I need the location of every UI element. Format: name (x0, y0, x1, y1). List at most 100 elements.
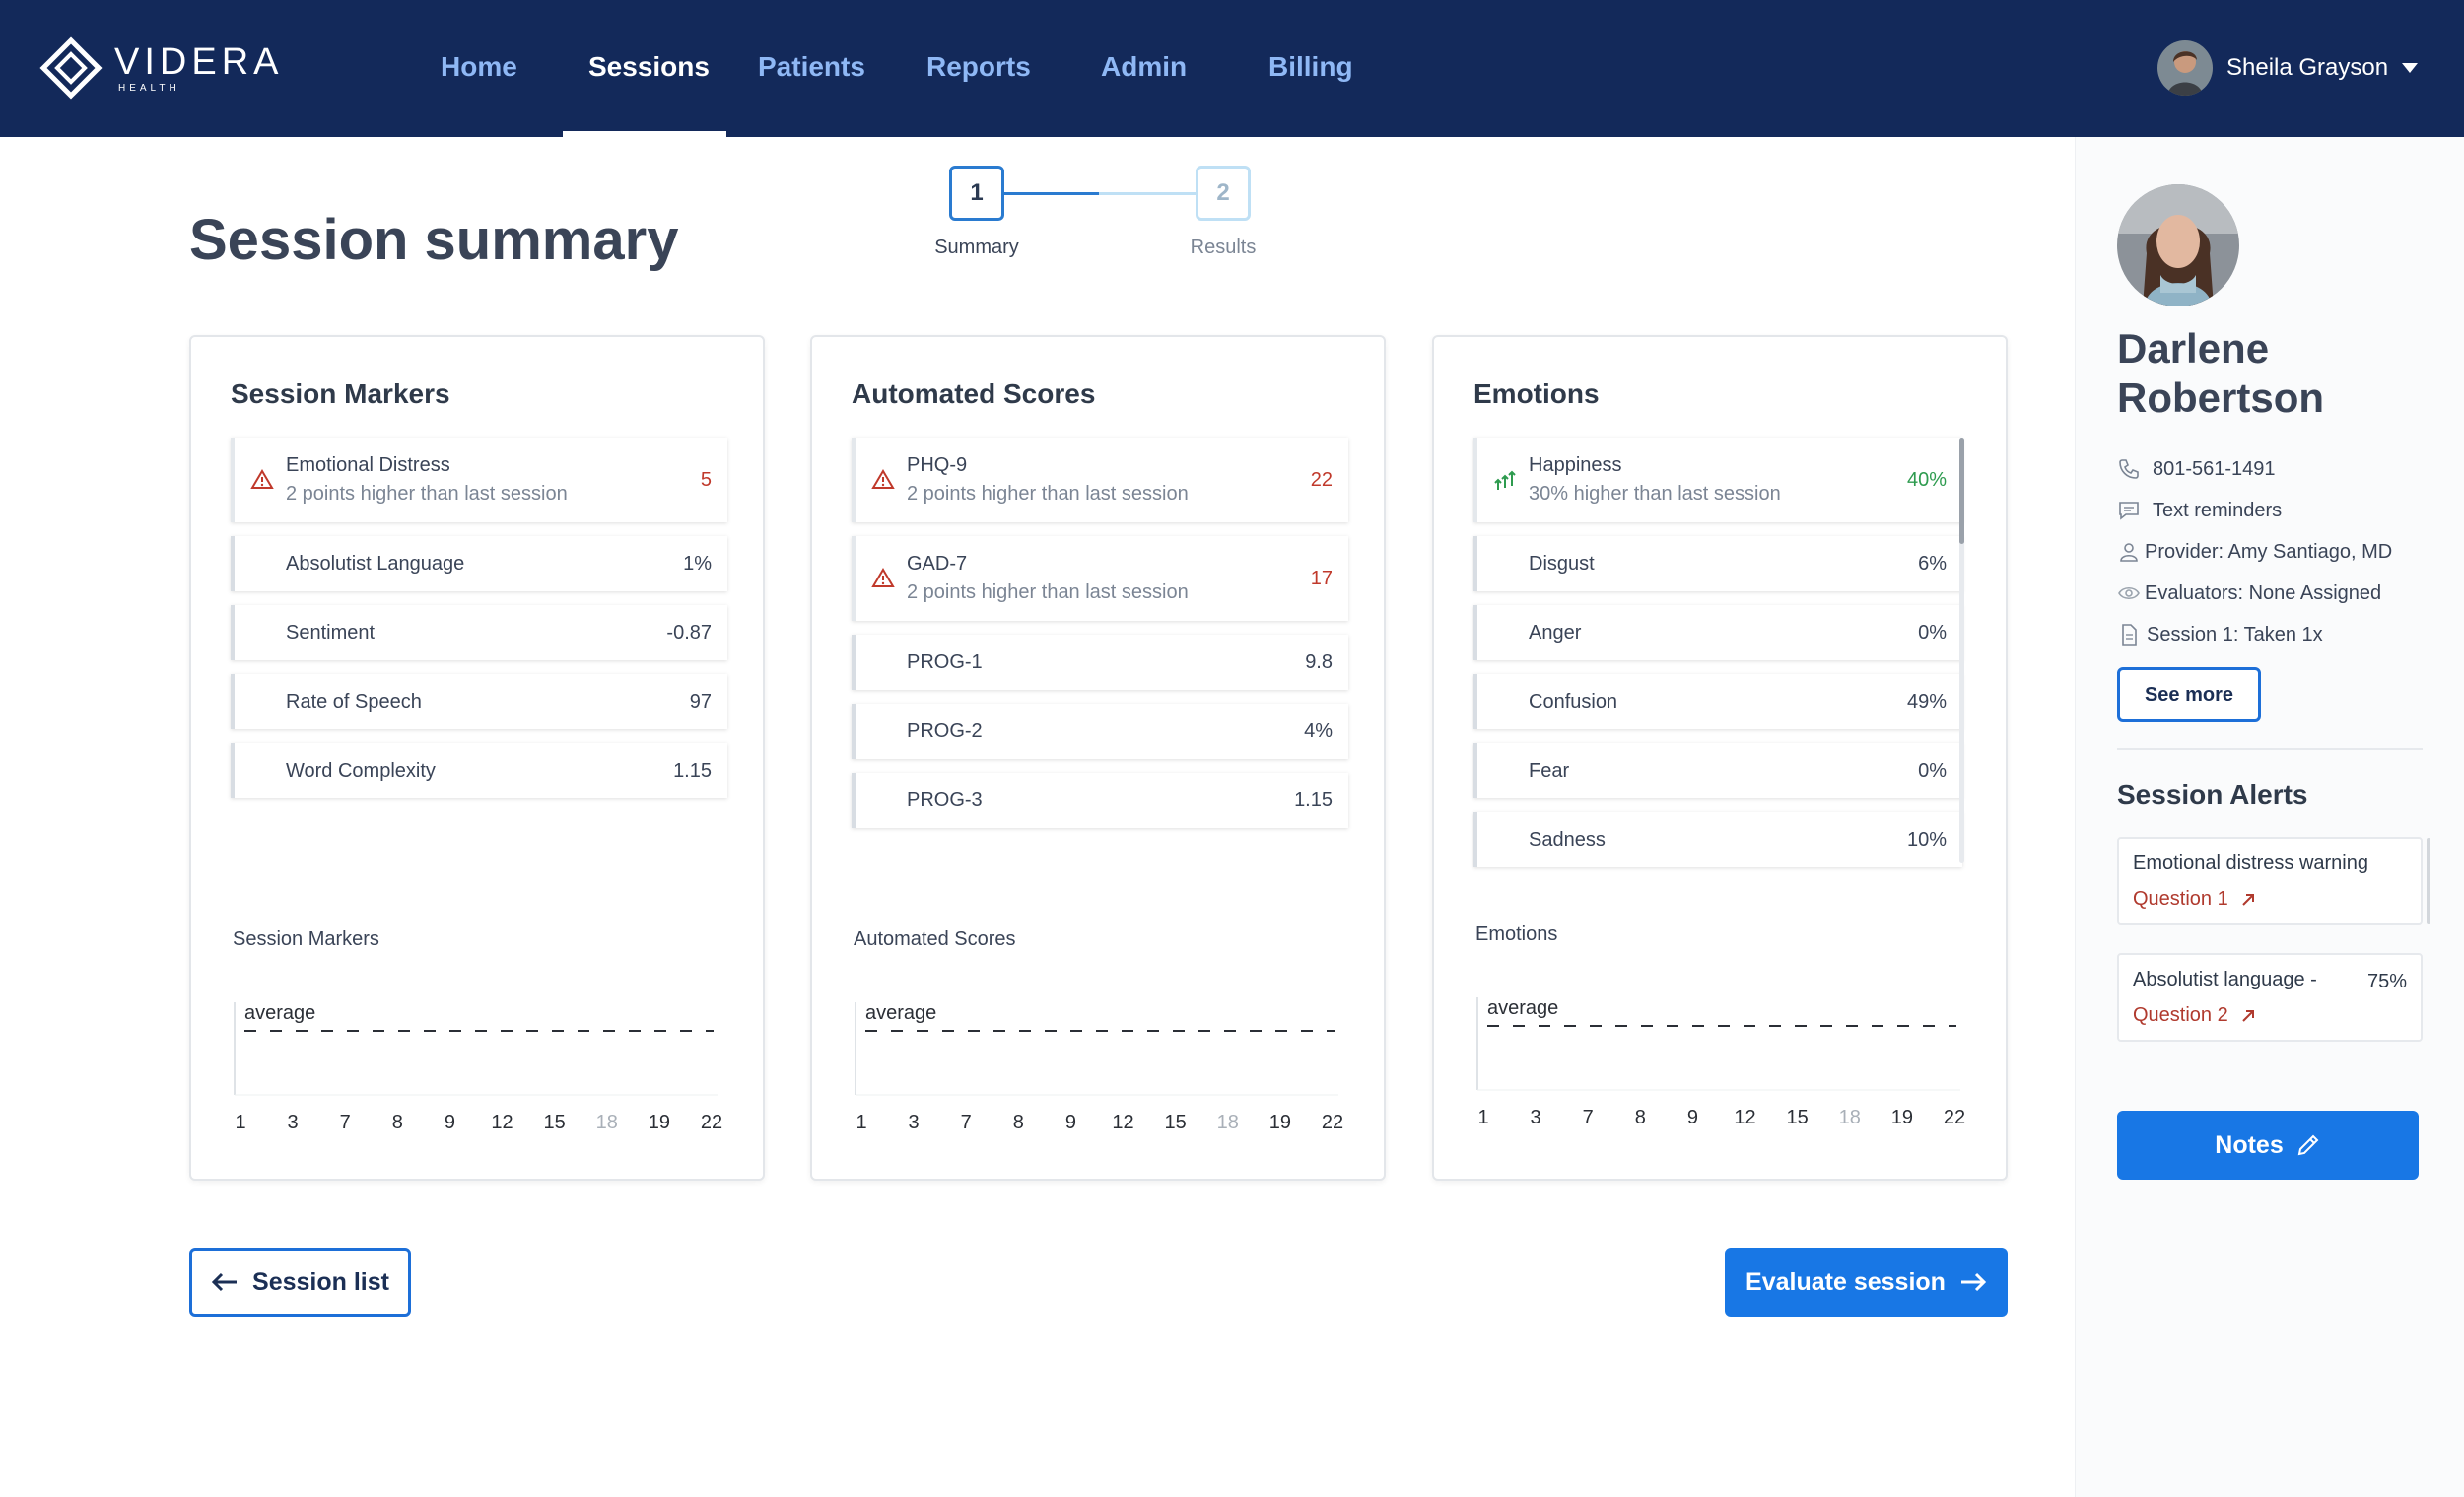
row-label: PROG-1 (907, 650, 983, 673)
emotion-row-happiness[interactable]: Happiness 30% higher than last session 4… (1473, 438, 1962, 522)
x-tick-label: 9 (1065, 1112, 1076, 1133)
row-value: 9.8 (1305, 650, 1333, 673)
automated-scores-card: Automated Scores PHQ-9 2 points higher t… (810, 335, 1386, 1181)
row-value: 6% (1918, 552, 1947, 575)
emotions-card: Emotions Happiness 30% higher than last … (1432, 335, 2008, 1181)
x-tick-label: 15 (544, 1112, 566, 1133)
score-row-prog2[interactable]: PROG-2 4% (852, 704, 1348, 759)
phone-icon (2119, 459, 2139, 479)
emotion-row-anger[interactable]: Anger 0% (1473, 605, 1962, 660)
row-label: Word Complexity (286, 759, 436, 782)
arrow-left-icon (211, 1272, 238, 1292)
emotion-row-confusion[interactable]: Confusion 49% (1473, 674, 1962, 729)
row-value: 22 (1310, 468, 1333, 491)
average-label: average (865, 1002, 936, 1024)
x-tick-label: 9 (445, 1112, 455, 1133)
emotion-row-disgust[interactable]: Disgust 6% (1473, 536, 1962, 591)
x-tick-label: 12 (491, 1112, 513, 1133)
chart-svg: average 1 3 7 8 9 12 15 18 19 22 (855, 1002, 1343, 1133)
row-value: 1.15 (673, 759, 712, 782)
active-tab-indicator (563, 131, 726, 137)
sidebar-divider (2117, 748, 2423, 750)
nav-patients[interactable]: Patients (758, 51, 865, 82)
x-tick-label: 1 (1477, 1107, 1488, 1128)
evaluate-session-button[interactable]: Evaluate session (1725, 1248, 2008, 1317)
score-row-prog1[interactable]: PROG-1 9.8 (852, 635, 1348, 690)
marker-row-sentiment[interactable]: Sentiment -0.87 (231, 605, 727, 660)
row-value: 17 (1310, 567, 1333, 589)
x-tick-label: 7 (340, 1112, 351, 1133)
row-label: Anger (1529, 621, 1582, 644)
stepper-connector-inactive (1099, 192, 1196, 195)
nav-billing[interactable]: Billing (1268, 51, 1353, 82)
x-tick-label: 3 (909, 1112, 920, 1133)
x-tick-label: 18 (596, 1112, 618, 1133)
x-tick-label: 1 (856, 1112, 866, 1133)
chart-label: Session Markers (233, 928, 379, 950)
emotion-row-sadness[interactable]: Sadness 10% (1473, 812, 1962, 867)
marker-row-rate-of-speech[interactable]: Rate of Speech 97 (231, 674, 727, 729)
x-tick-label: 15 (1787, 1107, 1809, 1128)
patient-phone[interactable]: 801-561-1491 (2117, 448, 2392, 490)
nav-sessions[interactable]: Sessions (588, 51, 710, 82)
x-tick-label: 1 (235, 1112, 245, 1133)
alert-question-link[interactable]: Question 1 (2133, 888, 2256, 911)
marker-row-absolutist-language[interactable]: Absolutist Language 1% (231, 536, 727, 591)
scrollbar-thumb[interactable] (1959, 438, 1964, 544)
x-tick-label: 7 (961, 1112, 972, 1133)
step-1-indicator[interactable]: 1 (949, 166, 1004, 221)
nav-home[interactable]: Home (441, 51, 517, 82)
emotions-chart: average 1 3 7 8 9 12 15 18 19 22 (1473, 987, 1970, 1135)
alert-question-link[interactable]: Question 2 (2133, 1004, 2256, 1027)
x-tick-label: 3 (288, 1112, 299, 1133)
row-value: 1% (683, 552, 712, 575)
emotions-scrollbar[interactable] (1959, 438, 1964, 863)
step-1-label: Summary (934, 237, 1019, 258)
row-label: PROG-3 (907, 788, 983, 811)
row-value: 97 (689, 690, 712, 713)
score-row-gad7[interactable]: GAD-7 2 points higher than last session … (852, 536, 1348, 621)
nav-admin[interactable]: Admin (1101, 51, 1188, 82)
see-more-button[interactable]: See more (2117, 667, 2261, 722)
alert-percentage: 75% (2366, 971, 2407, 992)
info-text: 801-561-1491 (2153, 457, 2276, 480)
videra-logo[interactable]: VIDERA HEALTH (39, 34, 286, 102)
marker-row-emotional-distress[interactable]: Emotional Distress 2 points higher than … (231, 438, 727, 522)
notes-button[interactable]: Notes (2117, 1111, 2419, 1180)
logo-name: VIDERA (114, 40, 284, 83)
user-menu[interactable]: Sheila Grayson (2157, 40, 2419, 96)
x-tick-label: 12 (1112, 1112, 1133, 1133)
row-label: Rate of Speech (286, 690, 422, 713)
patient-reminders: Text reminders (2117, 490, 2392, 531)
button-label: Evaluate session (1745, 1267, 1946, 1296)
x-tick-label: 18 (1217, 1112, 1239, 1133)
patient-info-list: 801-561-1491 Text reminders Provider: Am… (2117, 448, 2392, 655)
row-label: PROG-2 (907, 719, 983, 742)
patient-sidebar: Darlene Robertson 801-561-1491 Text remi… (2075, 137, 2464, 1497)
alert-card-absolutist-language[interactable]: Absolutist language - 75% Question 2 (2117, 953, 2423, 1042)
emotion-row-fear[interactable]: Fear 0% (1473, 743, 1962, 798)
row-label: Disgust (1529, 552, 1595, 575)
row-subtext: 2 points higher than last session (286, 483, 568, 505)
step-2-indicator[interactable]: 2 (1196, 166, 1251, 221)
row-label: Sentiment (286, 621, 376, 644)
row-value: 10% (1906, 828, 1947, 851)
score-row-phq9[interactable]: PHQ-9 2 points higher than last session … (852, 438, 1348, 522)
session-alerts-title: Session Alerts (2117, 780, 2308, 810)
nav-reports[interactable]: Reports (926, 51, 1031, 82)
alert-card-emotional-distress[interactable]: Emotional distress warning Question 1 (2117, 837, 2423, 925)
patient-provider: Provider: Amy Santiago, MD (2117, 531, 2392, 573)
sidebar-scrollbar[interactable] (2427, 838, 2430, 924)
x-tick-label: 8 (392, 1112, 403, 1133)
chart-label: Automated Scores (854, 928, 1016, 950)
marker-row-word-complexity[interactable]: Word Complexity 1.15 (231, 743, 727, 798)
row-value: 4% (1304, 719, 1333, 742)
session-list-button[interactable]: Session list (189, 1248, 411, 1317)
logo-subtitle: HEALTH (118, 82, 180, 94)
session-markers-chart: average 1 3 7 8 9 12 15 18 19 22 (231, 992, 727, 1140)
person-icon (2120, 543, 2138, 562)
x-tick-label: 22 (1322, 1112, 1343, 1133)
external-link-icon (2242, 893, 2254, 906)
warning-icon (871, 568, 895, 587)
score-row-prog3[interactable]: PROG-3 1.15 (852, 773, 1348, 828)
